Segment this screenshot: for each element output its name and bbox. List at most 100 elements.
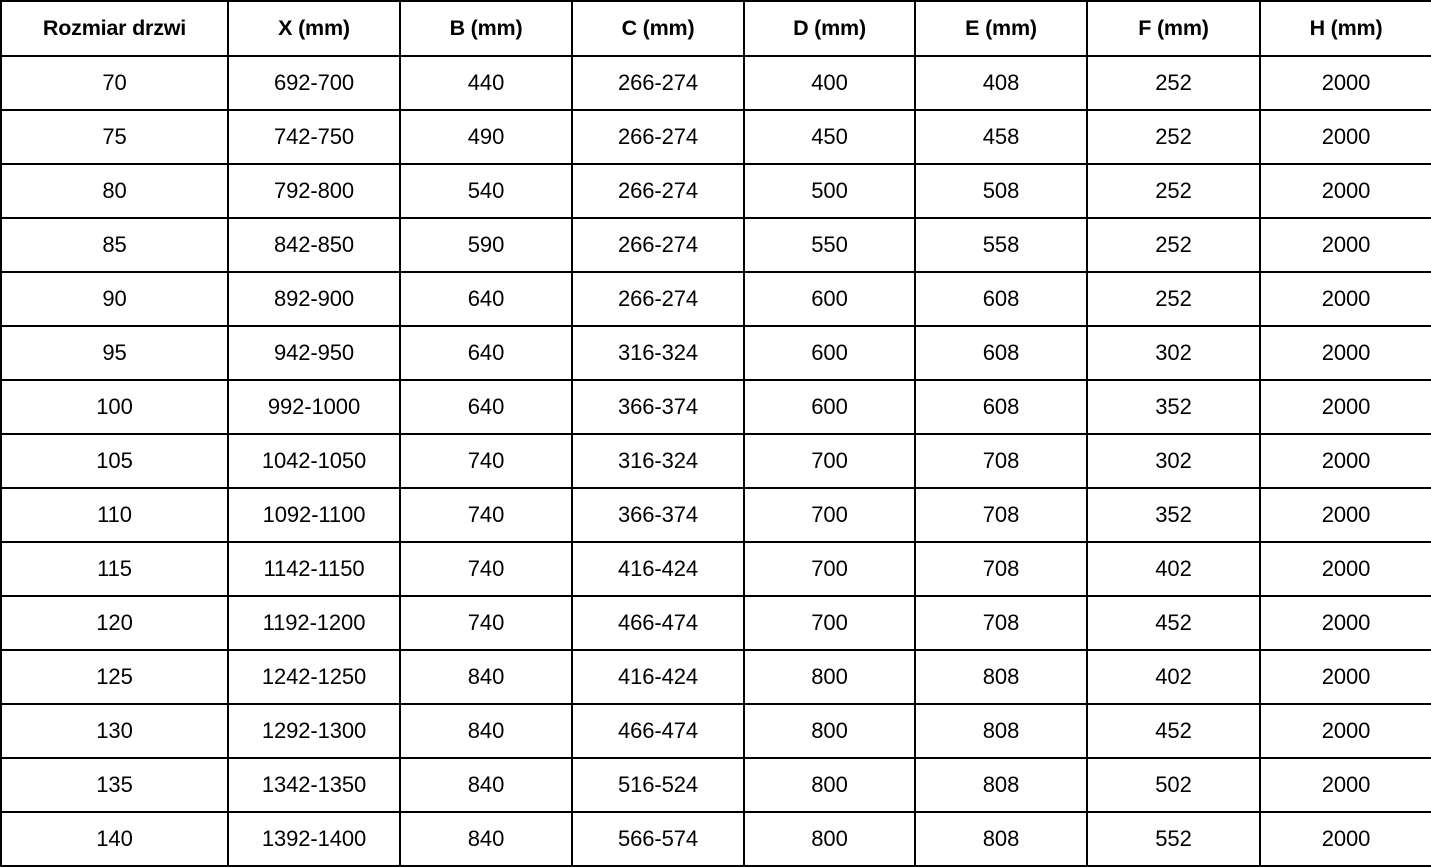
cell-rozmiar-drzwi: 110 xyxy=(0,487,229,543)
cell-rozmiar-drzwi: 130 xyxy=(0,703,229,759)
cell-e: 708 xyxy=(914,541,1088,597)
cell-rozmiar-drzwi: 105 xyxy=(0,433,229,489)
cell-f: 352 xyxy=(1086,487,1261,543)
cell-f: 252 xyxy=(1086,109,1261,165)
table-row: 85 842-850 590 266-274 550 558 252 2000 xyxy=(0,217,1431,273)
table-row: 115 1142-1150 740 416-424 700 708 402 20… xyxy=(0,541,1431,597)
cell-rozmiar-drzwi: 90 xyxy=(0,271,229,327)
cell-f: 302 xyxy=(1086,325,1261,381)
cell-x: 1092-1100 xyxy=(227,487,401,543)
cell-c: 416-424 xyxy=(571,649,745,705)
cell-b: 640 xyxy=(399,271,573,327)
cell-b: 540 xyxy=(399,163,573,219)
table-row: 80 792-800 540 266-274 500 508 252 2000 xyxy=(0,163,1431,219)
cell-b: 740 xyxy=(399,433,573,489)
column-header-d: D (mm) xyxy=(743,0,916,57)
table-row: 105 1042-1050 740 316-324 700 708 302 20… xyxy=(0,433,1431,489)
cell-e: 558 xyxy=(914,217,1088,273)
cell-e: 808 xyxy=(914,811,1088,867)
cell-e: 508 xyxy=(914,163,1088,219)
cell-d: 400 xyxy=(743,55,916,111)
cell-d: 600 xyxy=(743,379,916,435)
cell-f: 252 xyxy=(1086,55,1261,111)
cell-b: 640 xyxy=(399,379,573,435)
cell-b: 740 xyxy=(399,487,573,543)
cell-rozmiar-drzwi: 75 xyxy=(0,109,229,165)
cell-f: 502 xyxy=(1086,757,1261,813)
cell-rozmiar-drzwi: 70 xyxy=(0,55,229,111)
table-row: 70 692-700 440 266-274 400 408 252 2000 xyxy=(0,55,1431,111)
cell-e: 608 xyxy=(914,325,1088,381)
table-header: Rozmiar drzwi X (mm) B (mm) C (mm) D (mm… xyxy=(0,0,1431,57)
cell-f: 302 xyxy=(1086,433,1261,489)
cell-d: 700 xyxy=(743,433,916,489)
table-row: 90 892-900 640 266-274 600 608 252 2000 xyxy=(0,271,1431,327)
cell-d: 800 xyxy=(743,649,916,705)
cell-c: 466-474 xyxy=(571,703,745,759)
cell-c: 266-274 xyxy=(571,271,745,327)
table-row: 110 1092-1100 740 366-374 700 708 352 20… xyxy=(0,487,1431,543)
table-row: 135 1342-1350 840 516-524 800 808 502 20… xyxy=(0,757,1431,813)
cell-x: 742-750 xyxy=(227,109,401,165)
cell-b: 590 xyxy=(399,217,573,273)
cell-h: 2000 xyxy=(1259,217,1431,273)
cell-x: 992-1000 xyxy=(227,379,401,435)
cell-c: 516-524 xyxy=(571,757,745,813)
cell-d: 800 xyxy=(743,757,916,813)
cell-x: 892-900 xyxy=(227,271,401,327)
cell-x: 692-700 xyxy=(227,55,401,111)
cell-d: 550 xyxy=(743,217,916,273)
cell-c: 416-424 xyxy=(571,541,745,597)
cell-h: 2000 xyxy=(1259,487,1431,543)
cell-x: 1192-1200 xyxy=(227,595,401,651)
cell-d: 600 xyxy=(743,325,916,381)
cell-d: 450 xyxy=(743,109,916,165)
cell-c: 266-274 xyxy=(571,163,745,219)
cell-e: 458 xyxy=(914,109,1088,165)
cell-e: 808 xyxy=(914,649,1088,705)
cell-e: 608 xyxy=(914,271,1088,327)
cell-e: 708 xyxy=(914,595,1088,651)
cell-f: 452 xyxy=(1086,703,1261,759)
cell-b: 840 xyxy=(399,757,573,813)
cell-x: 842-850 xyxy=(227,217,401,273)
cell-x: 1342-1350 xyxy=(227,757,401,813)
cell-c: 316-324 xyxy=(571,325,745,381)
cell-x: 1392-1400 xyxy=(227,811,401,867)
cell-c: 316-324 xyxy=(571,433,745,489)
cell-h: 2000 xyxy=(1259,271,1431,327)
cell-c: 366-374 xyxy=(571,379,745,435)
cell-e: 708 xyxy=(914,487,1088,543)
cell-x: 1242-1250 xyxy=(227,649,401,705)
table-body: 70 692-700 440 266-274 400 408 252 2000 … xyxy=(0,55,1431,867)
cell-d: 500 xyxy=(743,163,916,219)
cell-d: 700 xyxy=(743,541,916,597)
table-row: 100 992-1000 640 366-374 600 608 352 200… xyxy=(0,379,1431,435)
cell-f: 402 xyxy=(1086,649,1261,705)
cell-x: 792-800 xyxy=(227,163,401,219)
cell-e: 808 xyxy=(914,757,1088,813)
table-header-row: Rozmiar drzwi X (mm) B (mm) C (mm) D (mm… xyxy=(0,0,1431,57)
cell-h: 2000 xyxy=(1259,649,1431,705)
cell-f: 252 xyxy=(1086,271,1261,327)
cell-x: 1142-1150 xyxy=(227,541,401,597)
table-row: 125 1242-1250 840 416-424 800 808 402 20… xyxy=(0,649,1431,705)
cell-rozmiar-drzwi: 95 xyxy=(0,325,229,381)
cell-rozmiar-drzwi: 135 xyxy=(0,757,229,813)
cell-e: 808 xyxy=(914,703,1088,759)
cell-f: 352 xyxy=(1086,379,1261,435)
column-header-c: C (mm) xyxy=(571,0,745,57)
cell-h: 2000 xyxy=(1259,379,1431,435)
cell-rozmiar-drzwi: 120 xyxy=(0,595,229,651)
cell-rozmiar-drzwi: 140 xyxy=(0,811,229,867)
cell-b: 740 xyxy=(399,541,573,597)
cell-b: 740 xyxy=(399,595,573,651)
cell-b: 840 xyxy=(399,703,573,759)
cell-h: 2000 xyxy=(1259,325,1431,381)
table-row: 140 1392-1400 840 566-574 800 808 552 20… xyxy=(0,811,1431,867)
table-row: 95 942-950 640 316-324 600 608 302 2000 xyxy=(0,325,1431,381)
cell-f: 252 xyxy=(1086,163,1261,219)
cell-rozmiar-drzwi: 85 xyxy=(0,217,229,273)
cell-c: 466-474 xyxy=(571,595,745,651)
cell-rozmiar-drzwi: 100 xyxy=(0,379,229,435)
